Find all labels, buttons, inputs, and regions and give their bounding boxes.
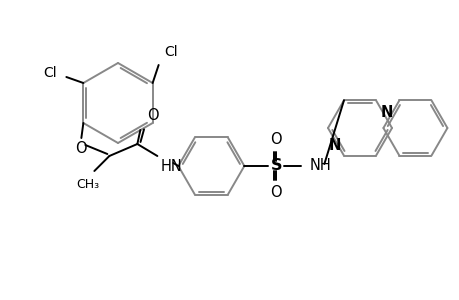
Text: CH₃: CH₃ xyxy=(76,178,99,191)
Text: N: N xyxy=(380,105,392,120)
Text: HN: HN xyxy=(160,159,182,174)
Text: NH: NH xyxy=(309,158,330,173)
Text: O: O xyxy=(270,185,281,200)
Text: Cl: Cl xyxy=(44,66,57,80)
Text: S: S xyxy=(270,158,281,173)
Text: N: N xyxy=(328,138,340,153)
Text: O: O xyxy=(147,108,159,123)
Text: O: O xyxy=(270,132,281,147)
Text: O: O xyxy=(75,141,87,156)
Text: Cl: Cl xyxy=(164,45,178,59)
